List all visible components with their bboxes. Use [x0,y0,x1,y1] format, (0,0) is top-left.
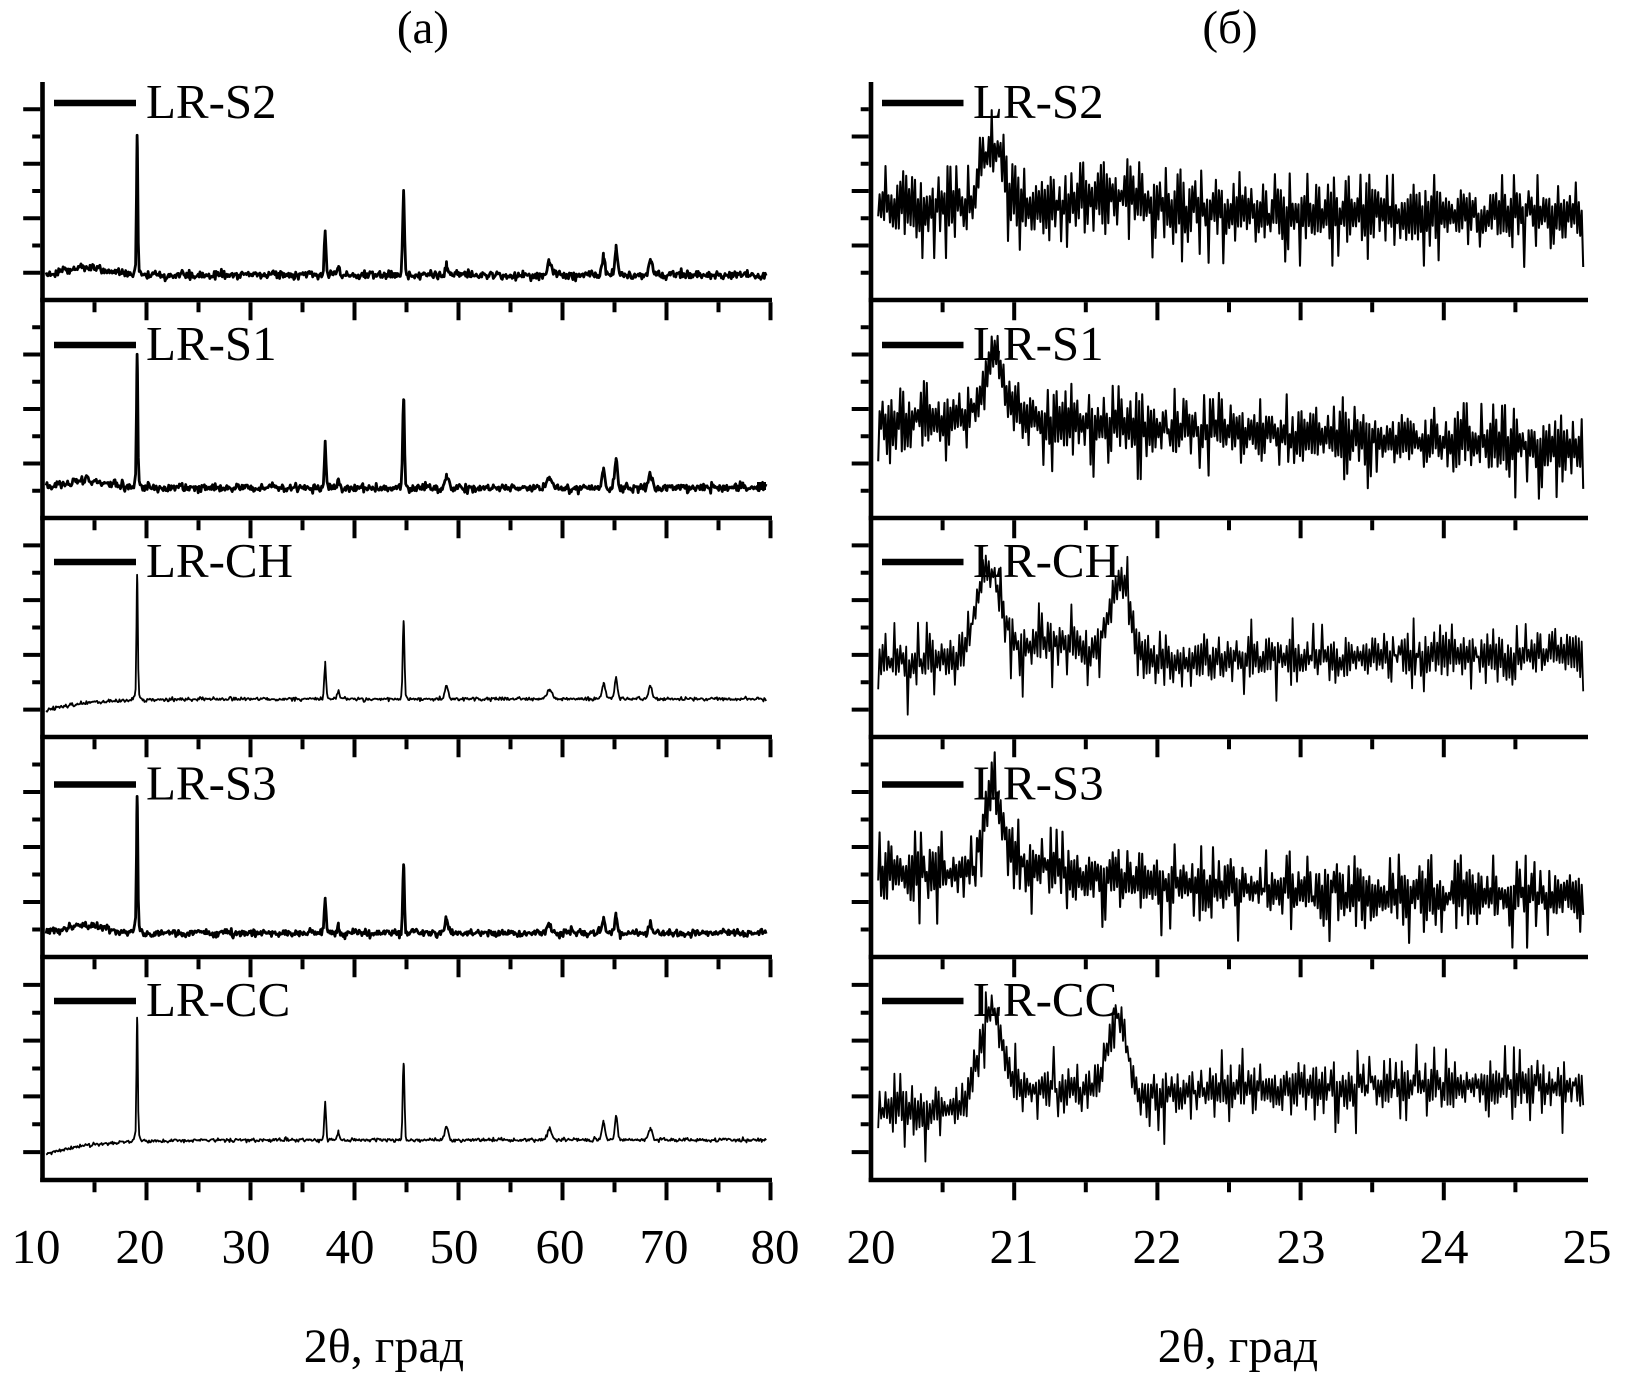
svg-text:25: 25 [1563,1219,1612,1274]
svg-text:21: 21 [990,1219,1039,1274]
svg-text:2θ, град: 2θ, град [1158,1320,1318,1373]
svg-text:(б): (б) [1202,2,1257,54]
svg-text:LR-S2: LR-S2 [146,74,277,129]
svg-text:24: 24 [1420,1219,1469,1274]
svg-text:LR-CH: LR-CH [973,533,1120,588]
svg-text:80: 80 [751,1219,800,1274]
svg-text:20: 20 [847,1219,896,1274]
svg-text:LR-S3: LR-S3 [146,756,277,811]
svg-text:20: 20 [116,1219,165,1274]
svg-text:10: 10 [12,1219,61,1274]
svg-text:LR-CC: LR-CC [973,972,1117,1027]
svg-text:40: 40 [326,1219,375,1274]
svg-text:2θ, град: 2θ, град [304,1320,464,1373]
svg-text:LR-CC: LR-CC [146,972,290,1027]
svg-text:(а): (а) [397,2,449,54]
svg-text:60: 60 [536,1219,585,1274]
svg-text:LR-S1: LR-S1 [146,316,277,371]
svg-text:LR-S2: LR-S2 [973,74,1104,129]
svg-text:70: 70 [640,1219,689,1274]
svg-text:23: 23 [1277,1219,1326,1274]
svg-text:50: 50 [430,1219,479,1274]
svg-text:22: 22 [1133,1219,1182,1274]
svg-text:30: 30 [222,1219,271,1274]
svg-text:LR-CH: LR-CH [146,533,293,588]
